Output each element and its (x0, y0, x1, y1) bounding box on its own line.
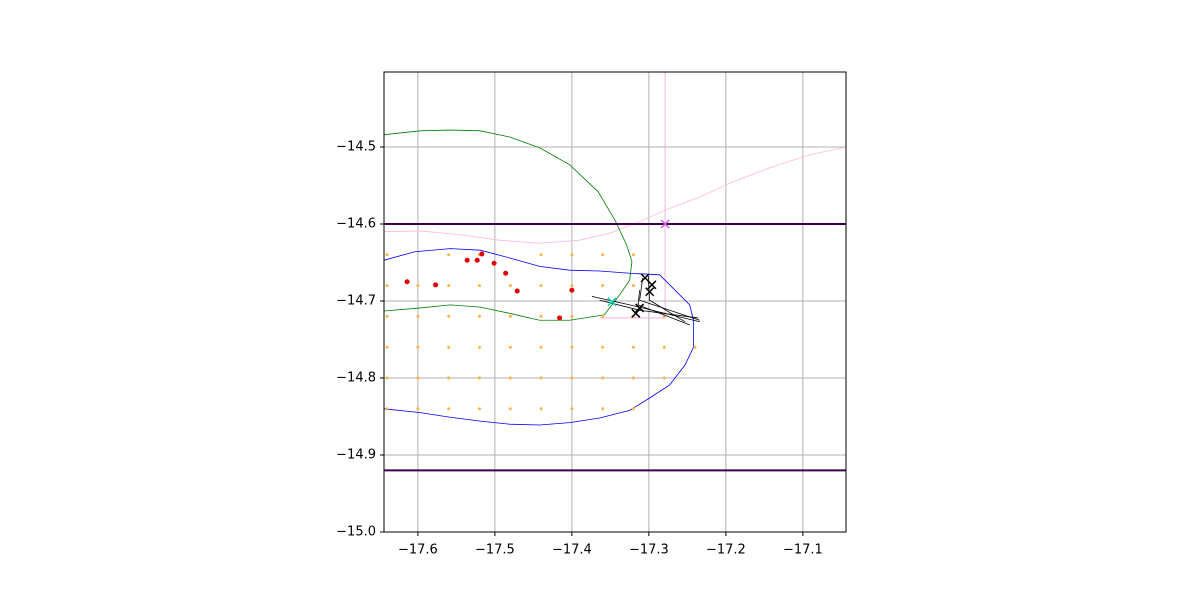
x-tick-label: −17.5 (475, 543, 515, 558)
axes-frame (383, 71, 847, 533)
line (637, 290, 690, 326)
y-tick-label: −14.8 (336, 370, 376, 385)
point (508, 314, 512, 318)
y-tick-label: −14.6 (336, 216, 376, 231)
point (601, 407, 605, 411)
point (479, 251, 485, 257)
point (447, 253, 451, 257)
point (477, 376, 481, 380)
point (416, 376, 420, 380)
point (539, 253, 543, 257)
point (539, 407, 543, 411)
line (384, 248, 694, 426)
cross-marker (631, 308, 641, 318)
point (693, 345, 697, 349)
x-tick-label: −17.2 (706, 543, 746, 558)
point (539, 314, 543, 318)
point (631, 376, 635, 380)
y-tick-label: −14.7 (336, 293, 376, 308)
point (631, 284, 635, 288)
cross-marker (635, 303, 645, 313)
point (631, 407, 635, 411)
point (385, 314, 389, 318)
cross-marker (647, 280, 657, 290)
point (491, 260, 497, 266)
point (416, 314, 420, 318)
point (447, 345, 451, 349)
point (385, 345, 389, 349)
point (447, 407, 451, 411)
point (601, 376, 605, 380)
point (385, 284, 389, 288)
point (404, 279, 410, 285)
point (569, 287, 575, 293)
x-tick-label: −17.4 (552, 543, 592, 558)
cross-marker (645, 287, 655, 297)
y-tick-label: −14.9 (336, 447, 376, 462)
point (601, 345, 605, 349)
point (385, 407, 389, 411)
point (477, 314, 481, 318)
point (570, 376, 574, 380)
point (601, 284, 605, 288)
y-tick-label: −15.0 (336, 525, 376, 540)
point (385, 376, 389, 380)
point (539, 345, 543, 349)
point (557, 315, 563, 321)
point (662, 345, 666, 349)
line (384, 146, 846, 244)
point (514, 288, 520, 294)
point (416, 345, 420, 349)
line (647, 274, 686, 323)
point (570, 284, 574, 288)
point (631, 253, 635, 257)
point (601, 253, 605, 257)
point (477, 407, 481, 411)
cross-marker (607, 297, 617, 307)
point (539, 284, 543, 288)
point (447, 284, 451, 288)
point (570, 253, 574, 257)
plot-area (384, 72, 846, 532)
point (433, 282, 439, 288)
point (570, 407, 574, 411)
point (631, 345, 635, 349)
cross-marker (660, 219, 670, 229)
cross-marker (640, 273, 650, 283)
point (508, 407, 512, 411)
point (570, 345, 574, 349)
point (508, 376, 512, 380)
point (464, 257, 470, 263)
point (477, 345, 481, 349)
point (477, 284, 481, 288)
point (503, 270, 509, 276)
x-tick-label: −17.1 (783, 543, 823, 558)
line (384, 129, 633, 321)
point (416, 407, 420, 411)
point (508, 284, 512, 288)
point (447, 376, 451, 380)
y-tick-label: −14.5 (336, 139, 376, 154)
line (639, 277, 700, 321)
point (447, 314, 451, 318)
x-tick-label: −17.3 (629, 543, 669, 558)
point (601, 314, 605, 318)
point (416, 284, 420, 288)
point (385, 253, 389, 257)
point (570, 314, 574, 318)
point (474, 257, 480, 263)
line (599, 72, 666, 319)
point (662, 376, 666, 380)
point (508, 345, 512, 349)
point (539, 376, 543, 380)
x-tick-label: −17.6 (398, 543, 438, 558)
